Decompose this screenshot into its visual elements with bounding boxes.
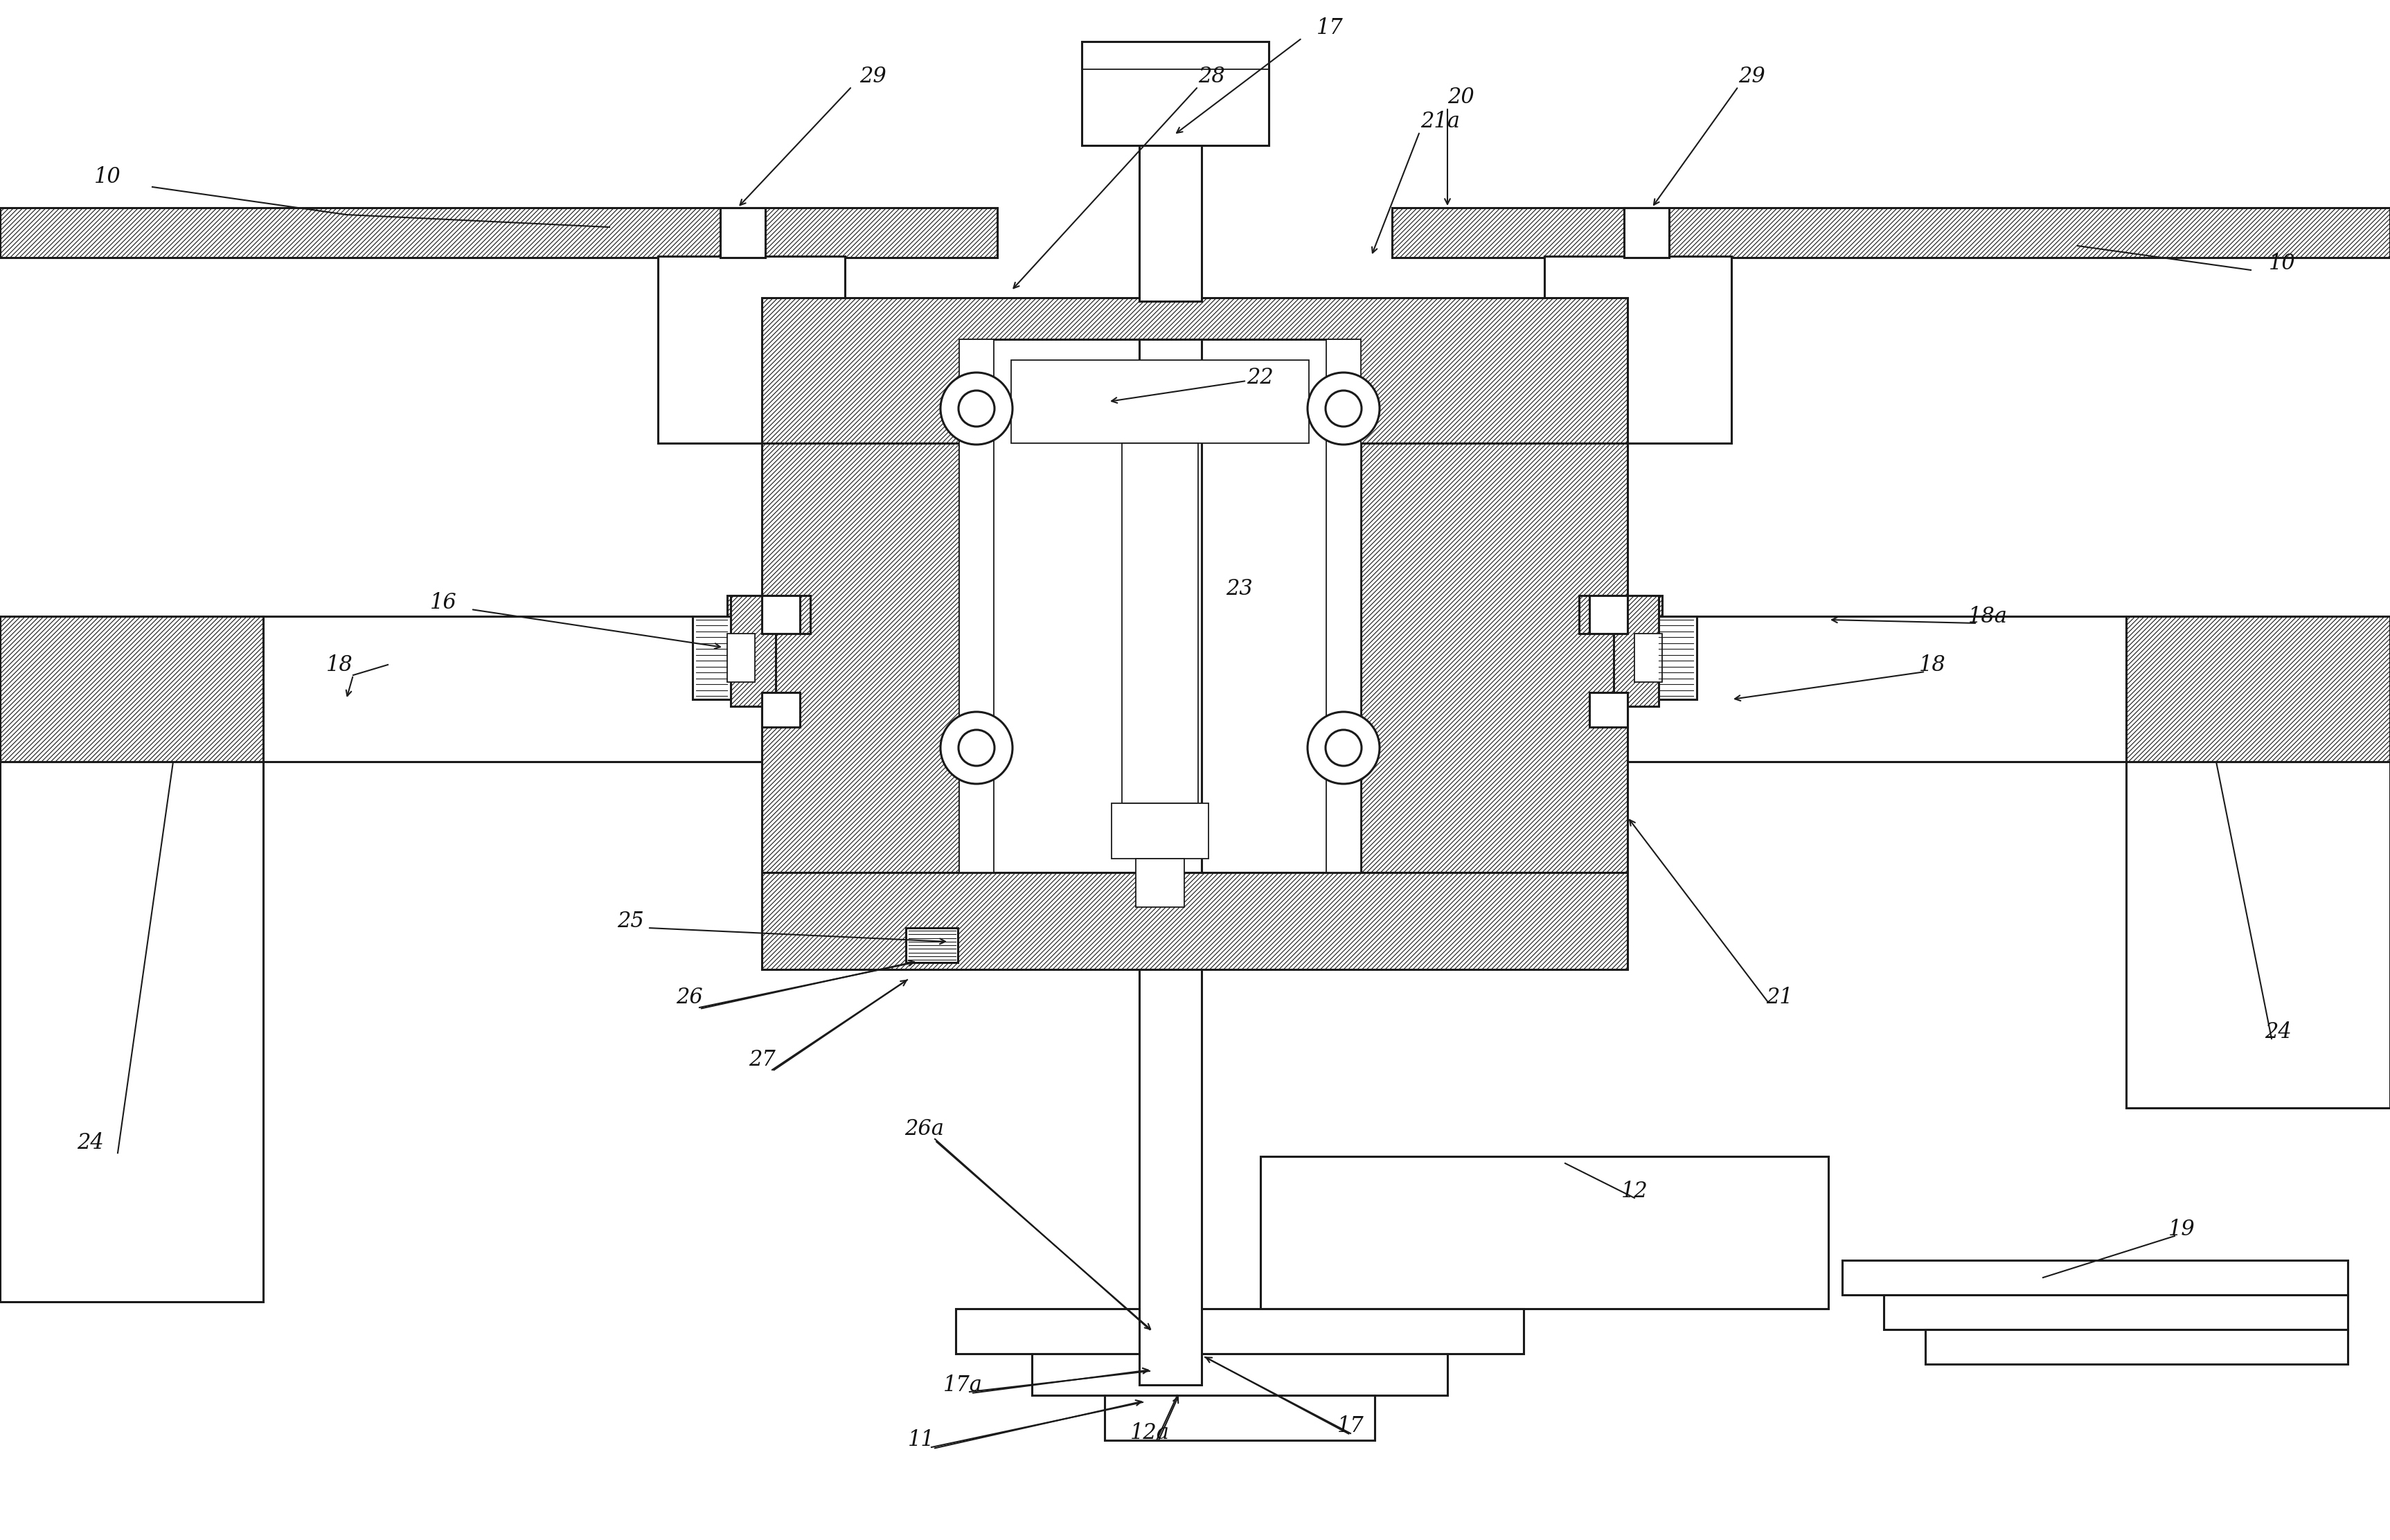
Bar (762, 444, 958, 942)
Text: 11: 11 (908, 1429, 934, 1451)
Bar (1589, 693, 1628, 727)
Bar (693, 616, 731, 699)
Text: 17: 17 (1336, 1415, 1365, 1437)
Circle shape (1307, 373, 1379, 445)
Text: 17a: 17a (944, 1374, 982, 1395)
Bar (1083, 42, 1269, 145)
Bar (0, 208, 997, 257)
Text: 12a: 12a (1130, 1423, 1169, 1445)
Bar (2127, 762, 2390, 1107)
Text: 21: 21 (1766, 987, 1792, 1007)
Bar (1140, 339, 1202, 873)
Bar (657, 256, 846, 444)
Bar (731, 596, 777, 707)
Bar (1326, 339, 1360, 873)
Bar (1260, 1157, 1828, 1309)
Text: 26: 26 (676, 987, 703, 1007)
Bar (1625, 208, 1668, 257)
Bar (956, 1309, 1522, 1354)
Circle shape (958, 391, 994, 427)
Circle shape (942, 711, 1013, 784)
Text: 24: 24 (76, 1132, 103, 1153)
Bar (1391, 208, 2390, 257)
Bar (1635, 633, 1661, 682)
Bar (1140, 969, 1202, 1384)
Text: 19: 19 (2168, 1218, 2194, 1240)
Bar (762, 873, 1628, 969)
Bar (762, 297, 1628, 444)
Text: 29: 29 (858, 65, 887, 86)
Text: 10: 10 (2268, 253, 2294, 274)
Text: 18: 18 (1919, 654, 1945, 676)
Bar (1544, 256, 1730, 444)
Text: 16: 16 (430, 591, 456, 613)
Text: 29: 29 (1740, 65, 1766, 86)
Bar (0, 616, 263, 762)
Text: 26a: 26a (906, 1118, 944, 1140)
Text: 22: 22 (1248, 367, 1274, 388)
Bar (1032, 1354, 1448, 1395)
Bar (963, 339, 1358, 873)
Bar (1843, 1260, 2347, 1295)
Text: 24: 24 (2266, 1021, 2292, 1043)
Bar (1580, 596, 1661, 633)
Bar (1589, 596, 1628, 633)
Bar (1360, 444, 1628, 942)
Bar (1926, 1329, 2347, 1364)
Text: 21a: 21a (1420, 111, 1460, 132)
Bar (1659, 616, 1697, 699)
Circle shape (958, 730, 994, 765)
Circle shape (942, 373, 1013, 445)
Bar (1011, 360, 1310, 444)
Circle shape (1307, 711, 1379, 784)
Text: 25: 25 (617, 910, 643, 932)
Text: 12: 12 (1620, 1180, 1647, 1201)
Text: 28: 28 (1197, 65, 1226, 86)
Bar (1628, 616, 2127, 762)
Bar (762, 596, 801, 633)
Bar (2127, 616, 2390, 762)
Bar (906, 929, 958, 962)
Bar (1111, 804, 1209, 859)
Text: 17: 17 (1317, 17, 1343, 38)
Bar (0, 762, 263, 1301)
Bar (1140, 136, 1202, 302)
Text: 27: 27 (748, 1049, 774, 1070)
Bar (263, 616, 762, 762)
Circle shape (1326, 391, 1362, 427)
Bar (727, 633, 755, 682)
Text: 18: 18 (325, 654, 354, 676)
Text: 23: 23 (1226, 578, 1252, 599)
Text: 18a: 18a (1967, 605, 2008, 627)
Bar (762, 693, 801, 727)
Text: 10: 10 (93, 166, 122, 188)
Bar (1121, 444, 1197, 804)
Bar (1104, 1395, 1374, 1440)
Bar (958, 339, 994, 873)
Bar (719, 208, 765, 257)
Bar (1883, 1295, 2347, 1329)
Bar (1613, 596, 1659, 707)
Bar (1135, 859, 1185, 907)
Text: 20: 20 (1448, 86, 1475, 108)
Circle shape (1326, 730, 1362, 765)
Bar (727, 596, 810, 633)
